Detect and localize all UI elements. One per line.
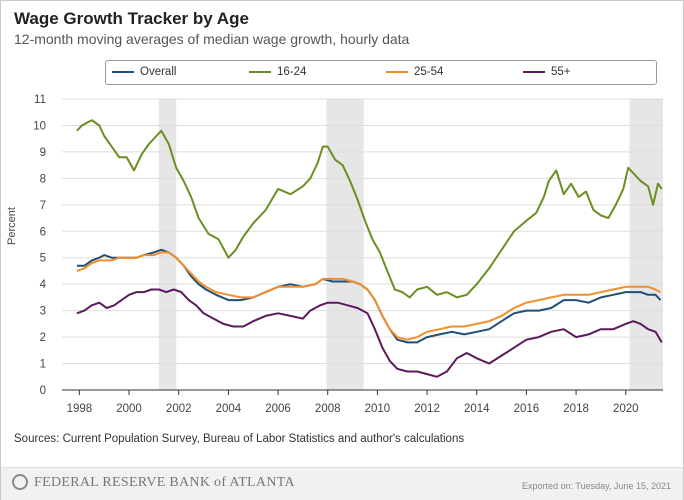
x-tick-label-2016: 2016 [514,403,540,415]
series-line-16-24 [76,119,663,299]
y-tick-label-1: 1 [40,359,46,371]
x-tick-label-2012: 2012 [414,403,440,415]
y-tick-label-3: 3 [40,306,46,318]
sources-note: Sources: Current Population Survey, Bure… [14,433,465,445]
x-tick-label-2010: 2010 [365,403,391,415]
legend-label-55-plus: 55+ [551,66,571,78]
y-tick-label-7: 7 [40,200,46,212]
legend-item-overall[interactable]: Overall [112,66,176,78]
x-tick-label-2008: 2008 [315,403,341,415]
x-tick-label-1998: 1998 [67,403,93,415]
y-tick-label-2: 2 [40,332,46,344]
recession-band-2 [629,99,663,390]
y-tick-label-4: 4 [40,279,47,291]
y-tick-label-10: 10 [33,120,46,132]
x-tick-label-2000: 2000 [116,403,142,415]
recession-shading-group [158,99,663,390]
x-tick-label-2006: 2006 [265,403,291,415]
series-lines [76,119,663,378]
x-tick-label-2002: 2002 [166,403,192,415]
footer-bar: FEDERAL RESERVE BANK of ATLANTA Exported… [1,467,683,500]
y-tick-label-0: 0 [40,385,46,397]
y-tick-label-5: 5 [40,253,46,265]
y-tick-label-8: 8 [40,173,46,185]
y-tick-labels: 0 1 2 3 4 5 6 7 8 9 10 11 [33,94,46,397]
legend-swatch-55-plus [523,71,545,73]
legend-label-overall: Overall [140,66,177,78]
grid-lines [62,98,663,391]
y-tick-label-6: 6 [40,226,46,238]
chart-title: Wage Growth Tracker by Age [14,9,249,28]
legend-label-16-24: 16-24 [277,66,307,78]
series-line-25-54 [76,251,661,341]
series-line-55+ [76,288,663,378]
legend-swatch-overall [112,71,134,73]
x-tick-labels: 1998 2000 2002 2004 2006 2008 2010 2012 2014 2016… [67,390,639,415]
legend-item-25-54[interactable]: 25-54 [386,66,443,78]
legend-label-25-54: 25-54 [414,66,444,78]
x-tick-label-2014: 2014 [464,403,490,415]
y-tick-label-11: 11 [34,94,46,106]
recession-band-1 [326,99,364,390]
legend-swatch-16-24 [249,71,271,73]
export-date: Exported on: Tuesday, June 15, 2021 [522,481,671,491]
line-chart: 0 1 2 3 4 5 6 7 8 9 10 11 1998 2000 2002 2004 2006 2008 2… [33,94,663,415]
x-tick-label-2020: 2020 [613,403,639,415]
y-tick-label-9: 9 [40,147,46,159]
x-tick-label-2004: 2004 [216,403,242,415]
legend-item-55-plus[interactable]: 55+ [523,66,571,78]
legend-item-16-24[interactable]: 16-24 [249,66,306,78]
x-tick-label-2018: 2018 [563,403,589,415]
bank-name: FEDERAL RESERVE BANK of ATLANTA [34,475,295,490]
fed-seal-icon [12,474,28,490]
chart-subtitle: 12-month moving averages of median wage … [14,31,410,47]
recession-band-0 [158,99,177,390]
legend: Overall 16-24 25-54 55+ [105,60,657,85]
legend-swatch-25-54 [386,71,408,73]
